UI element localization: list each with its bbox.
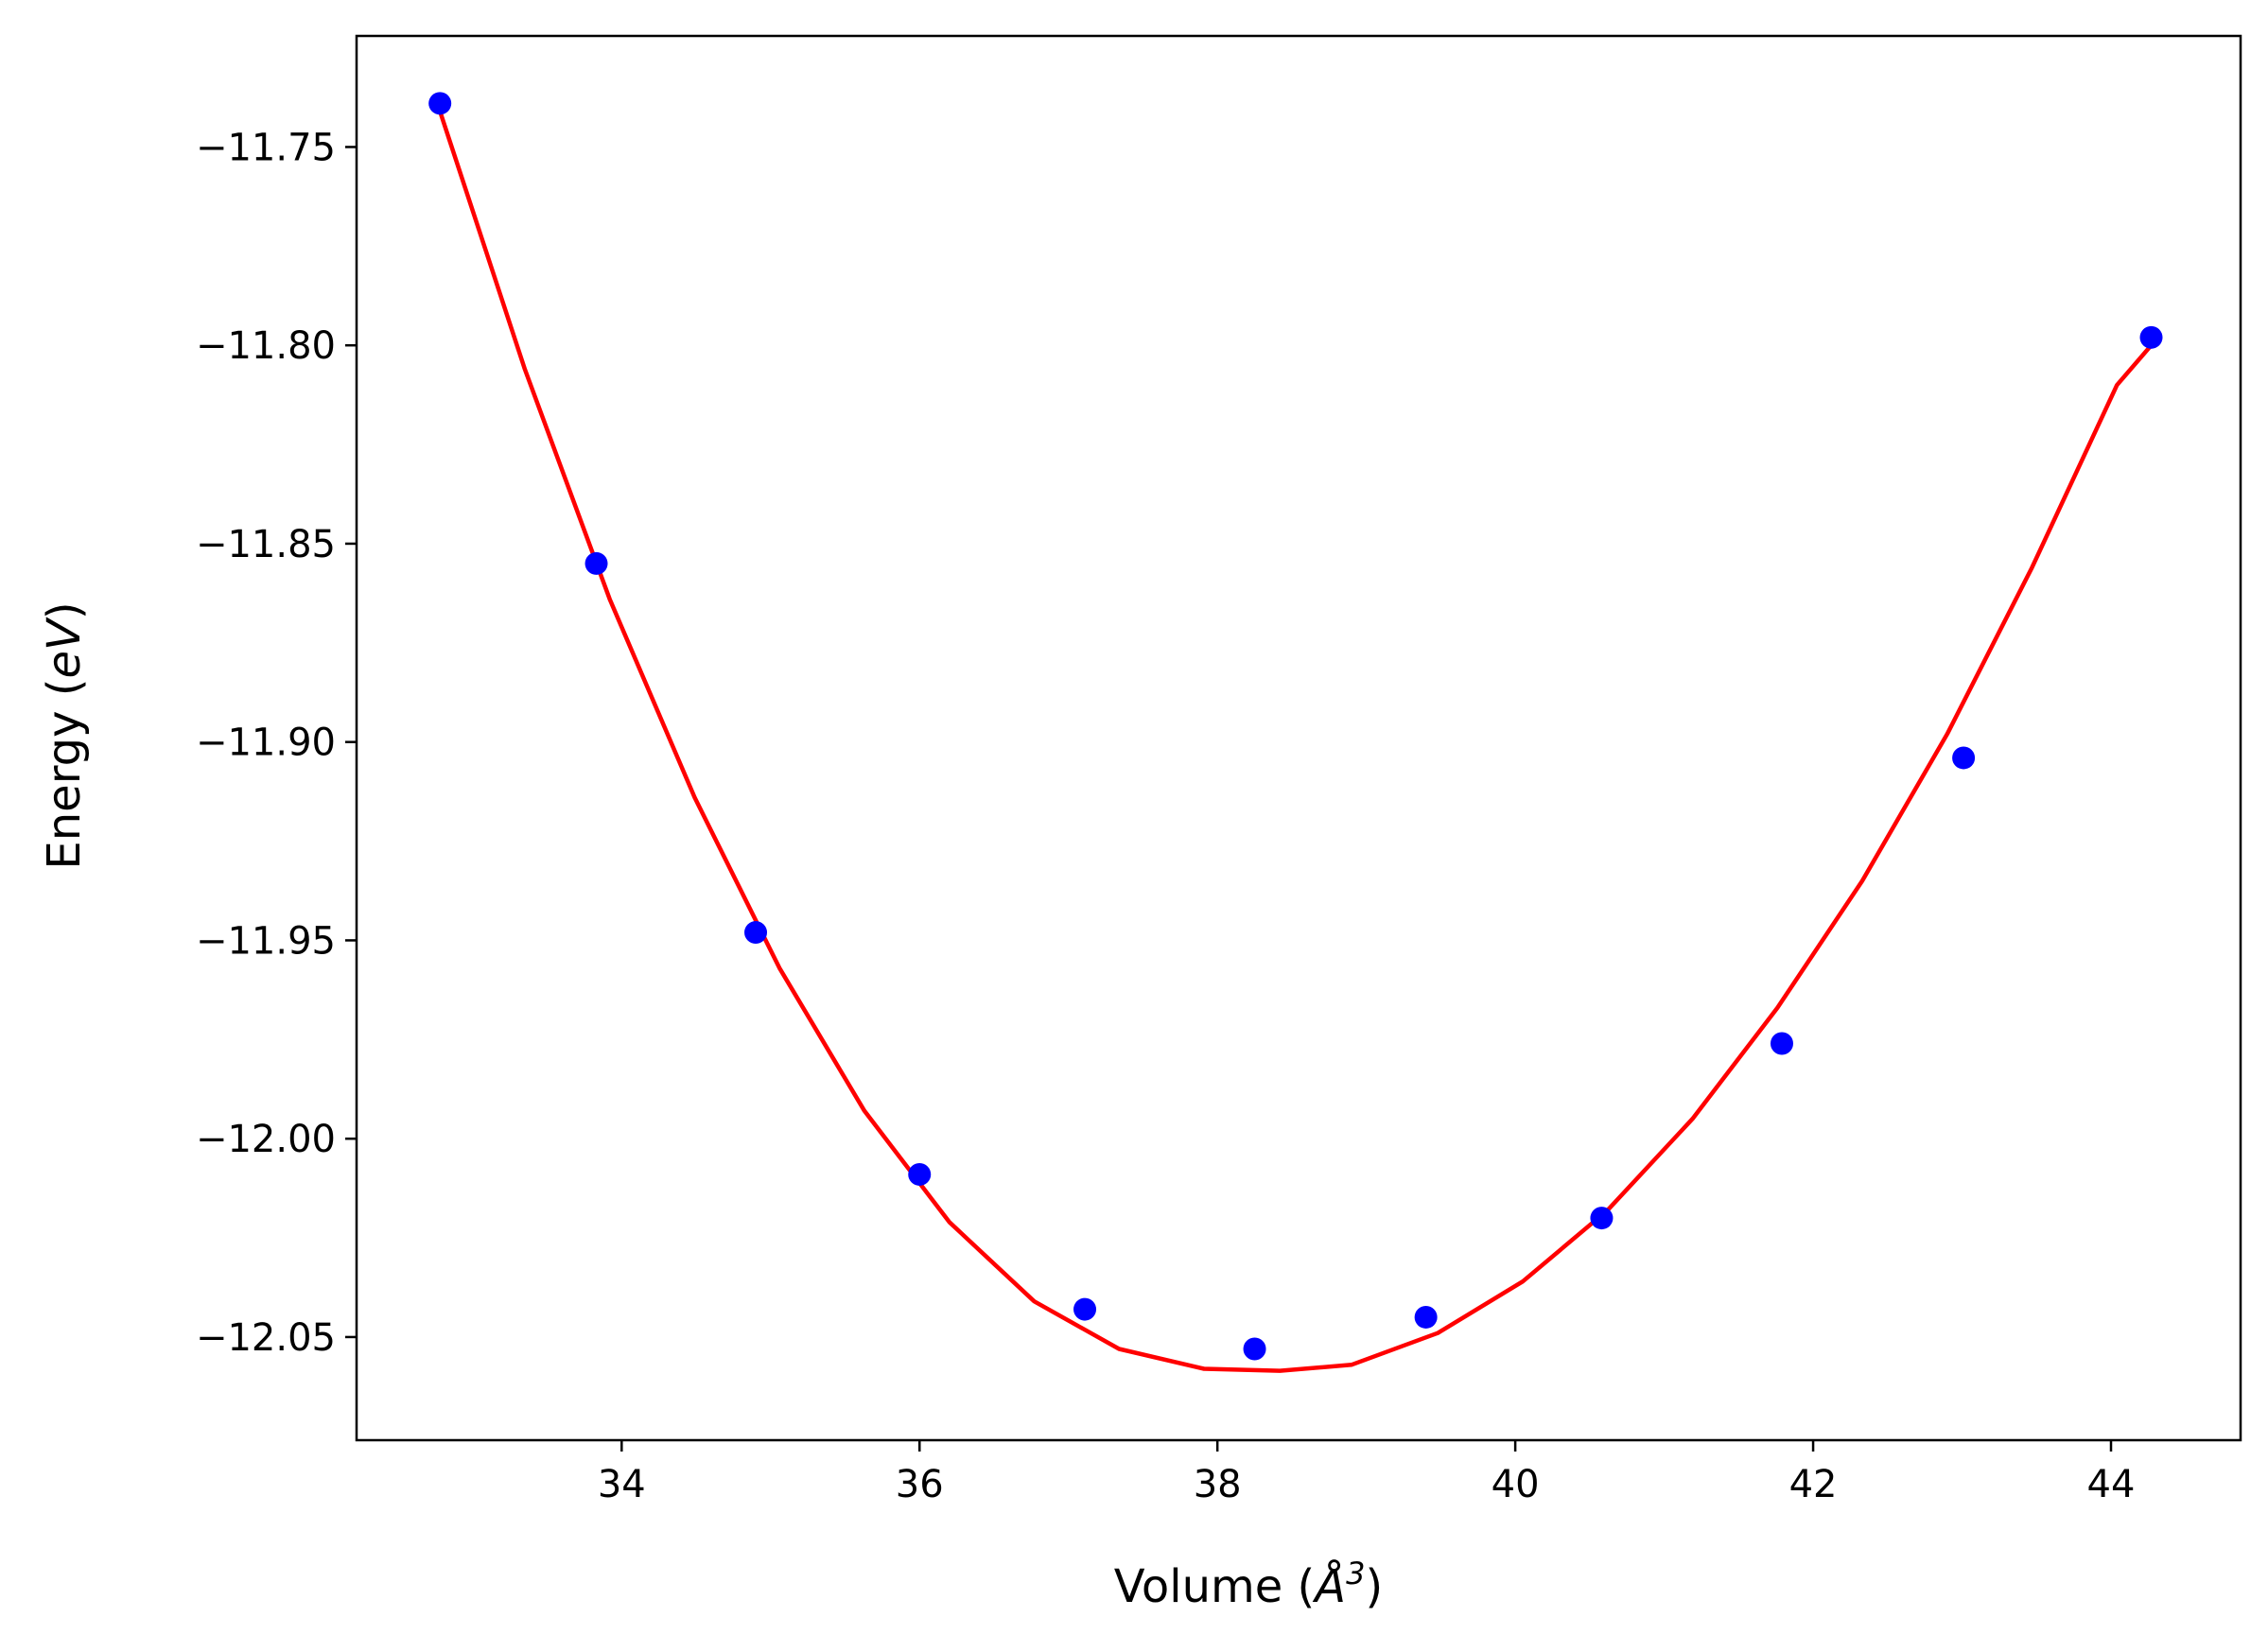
data-point [1073,1297,1097,1321]
y-tick-label: −12.00 [196,1118,336,1161]
y-tick-label: −11.95 [196,919,336,963]
x-tick-label: 44 [2087,1463,2136,1506]
x-axis-ticks: 34 36 38 40 42 44 [598,1440,2136,1506]
data-point [428,92,452,115]
x-tick-label: 38 [1194,1463,1242,1506]
y-axis-ticks: −11.75 −11.80 −11.85 −11.90 −11.95 −12.00 −12.… [196,126,357,1360]
y-tick-label: −11.75 [196,126,336,169]
x-tick-label: 40 [1492,1463,1540,1506]
data-point [1590,1207,1614,1230]
data-point [2139,325,2163,349]
y-tick-label: −11.85 [196,523,336,566]
data-point [744,921,768,945]
plot-area-frame [355,34,2242,1442]
x-tick-label: 42 [1789,1463,1838,1506]
data-point [1770,1032,1793,1055]
x-axis-label: Volume (Å3) [1114,1556,1383,1613]
fit-curve-line [438,110,2154,1373]
y-tick-label: −11.90 [196,722,336,765]
data-point [1414,1305,1438,1329]
y-tick-label: −11.80 [196,324,336,368]
x-tick-label: 34 [598,1463,646,1506]
data-point [1243,1337,1266,1361]
y-axis-label: Energy (eV) [38,601,91,869]
x-tick-label: 36 [896,1463,944,1506]
y-tick-label: −12.05 [196,1316,336,1360]
data-point [1952,746,1976,770]
data-point [908,1162,932,1186]
data-point [584,551,608,575]
